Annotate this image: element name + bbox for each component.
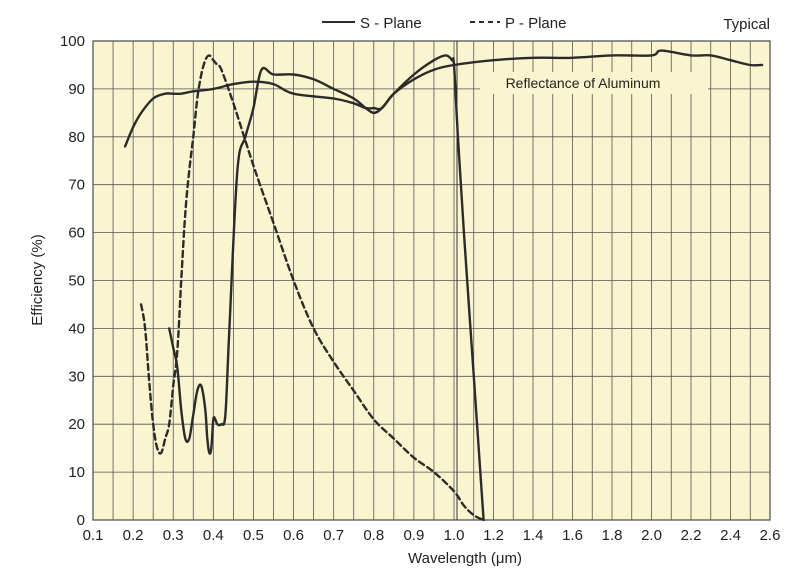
series-s-plane [168,54,485,522]
y-tick-label: 20 [68,416,85,433]
x-tick-label: 2.0 [641,527,662,544]
x-tick-label: 1.2 [483,527,504,544]
x-tick-label: 2.6 [760,527,781,544]
grid [92,40,771,521]
series-reflectance-of-aluminum [123,49,764,148]
x-tick-label: 1.6 [562,527,583,544]
x-tick-label: 1.4 [523,527,544,544]
y-tick-label: 10 [68,464,85,481]
legend: S - Plane P - Plane Typical [322,15,770,33]
y-tick-label: 70 [68,177,85,194]
x-tick-label: 1.8 [602,527,623,544]
y-tick-label: 30 [68,368,85,385]
y-tick-label: 80 [68,129,85,146]
x-axis-label: Wavelength (μm) [408,550,522,567]
series-layer [123,49,764,522]
y-tick-label: 40 [68,320,85,337]
y-axis-label: Efficiency (%) [29,234,46,325]
x-tick-label: 0.3 [163,527,184,544]
y-axis-ticks: 0 10 20 30 40 50 60 70 80 90 100 [60,33,85,529]
typical-note: Typical [723,16,770,33]
x-tick-label: 0.7 [323,527,344,544]
x-tick-label: 2.4 [720,527,741,544]
y-tick-label: 90 [68,81,85,98]
series-p-plane [139,54,485,522]
annotation-reflectance-of-aluminum: Reflectance of Aluminum [506,75,661,91]
annotation-background [480,72,708,94]
y-tick-label: 100 [60,33,85,50]
x-tick-label: 0.8 [363,527,384,544]
x-tick-label: 0.9 [403,527,424,544]
legend-p-plane-label: P - Plane [505,15,566,32]
y-tick-label: 60 [68,225,85,242]
y-tick-label: 0 [77,512,85,529]
x-tick-label: 1.0 [444,527,465,544]
x-axis-ticks: 0.1 0.2 0.3 0.4 0.5 0.6 0.7 0.8 0.9 1.0 1.2 1.4 1.6 1… [83,527,781,544]
x-tick-label: 0.1 [83,527,104,544]
x-tick-label: 2.2 [681,527,702,544]
x-tick-label: 0.4 [203,527,224,544]
y-tick-label: 50 [68,273,85,290]
x-tick-label: 0.6 [283,527,304,544]
x-tick-label: 0.5 [243,527,264,544]
legend-s-plane-label: S - Plane [360,15,422,32]
x-tick-label: 0.2 [123,527,144,544]
